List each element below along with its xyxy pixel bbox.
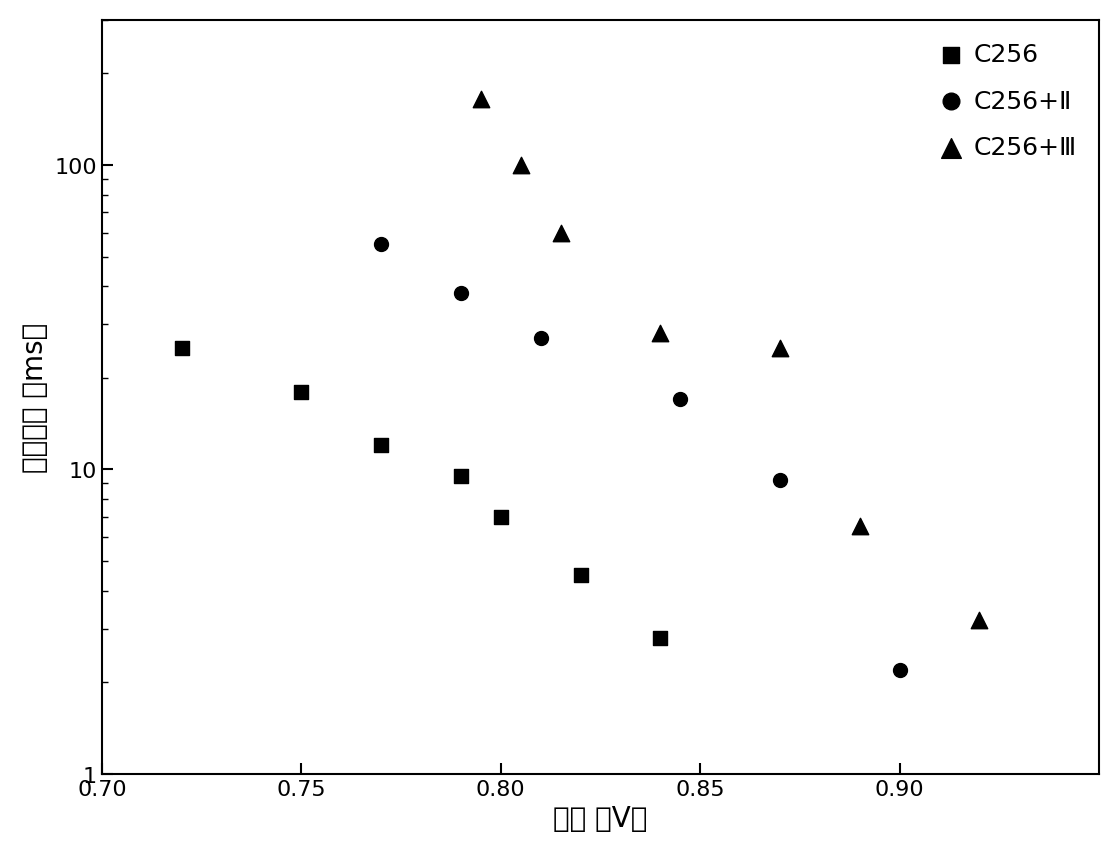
C256 [652, 631, 670, 645]
C256+Ⅲ [971, 613, 989, 627]
C256+Ⅱ [372, 238, 390, 252]
C256+Ⅲ [851, 519, 869, 533]
C256 [492, 510, 510, 524]
C256+Ⅲ [472, 93, 489, 107]
C256+Ⅱ [532, 332, 550, 345]
C256+Ⅲ [771, 342, 788, 356]
C256 [452, 470, 470, 484]
C256 [172, 342, 190, 356]
X-axis label: 偏压 ［V］: 偏压 ［V］ [553, 804, 647, 833]
Y-axis label: 电子寿命 ［ms］: 电子寿命 ［ms］ [21, 322, 49, 473]
C256+Ⅱ [452, 287, 470, 300]
C256+Ⅲ [652, 327, 670, 340]
C256+Ⅱ [771, 474, 788, 488]
C256+Ⅲ [552, 226, 570, 240]
C256+Ⅱ [671, 393, 689, 407]
C256+Ⅱ [890, 663, 908, 676]
C256 [571, 568, 589, 582]
C256+Ⅲ [512, 159, 530, 172]
C256 [372, 439, 390, 453]
Legend: C256, C256+Ⅱ, C256+Ⅲ: C256, C256+Ⅱ, C256+Ⅲ [931, 33, 1086, 170]
C256 [292, 386, 310, 399]
